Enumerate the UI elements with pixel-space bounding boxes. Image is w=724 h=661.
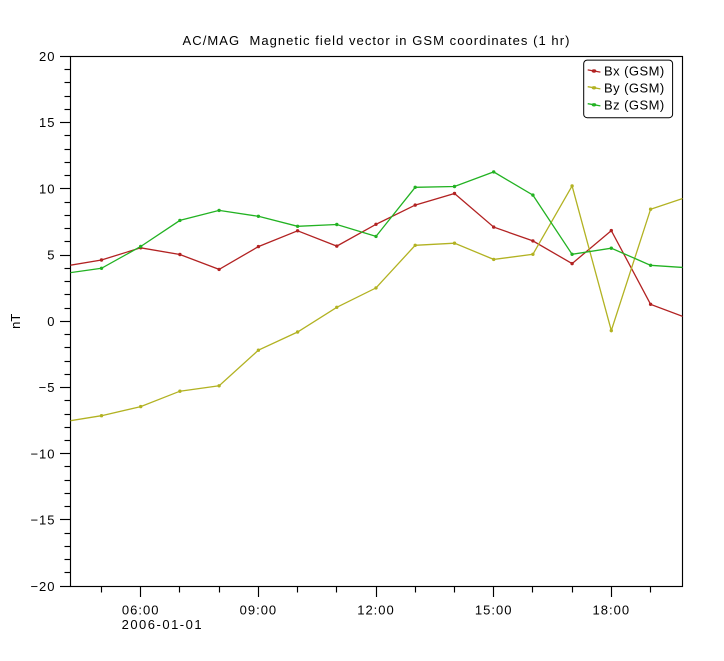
svg-text:5: 5 <box>47 248 55 263</box>
svg-text:10: 10 <box>39 182 55 197</box>
svg-text:18:00: 18:00 <box>593 603 631 618</box>
svg-text:15: 15 <box>39 115 55 130</box>
svg-text:nT: nT <box>8 314 23 329</box>
svg-text:20: 20 <box>39 49 55 64</box>
svg-text:−10: −10 <box>30 446 55 461</box>
svg-text:09:00: 09:00 <box>240 603 278 618</box>
svg-text:−20: −20 <box>30 579 55 594</box>
svg-text:Bz (GSM): Bz (GSM) <box>604 97 665 112</box>
svg-text:06:00: 06:00 <box>122 603 160 618</box>
svg-text:AC/MAG Magnetic field vector: AC/MAG Magnetic field vector in GSM coor… <box>183 33 571 48</box>
svg-text:12:00: 12:00 <box>357 603 395 618</box>
svg-text:15:00: 15:00 <box>475 603 513 618</box>
svg-text:−5: −5 <box>39 380 56 395</box>
svg-text:0: 0 <box>47 314 55 329</box>
svg-text:−15: −15 <box>30 513 55 528</box>
svg-text:By (GSM): By (GSM) <box>604 80 665 95</box>
svg-text:2006-01-01: 2006-01-01 <box>122 617 204 632</box>
svg-text:Bx (GSM): Bx (GSM) <box>604 64 665 79</box>
